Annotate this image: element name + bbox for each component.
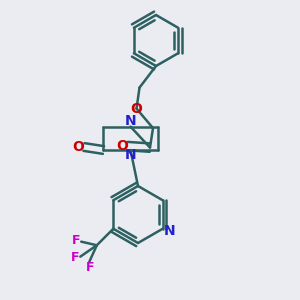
Text: N: N (164, 224, 175, 238)
Text: N: N (125, 114, 136, 128)
Text: O: O (116, 139, 128, 153)
Text: F: F (86, 261, 95, 274)
Text: O: O (130, 102, 142, 116)
Text: N: N (125, 148, 136, 162)
Text: O: O (73, 140, 85, 154)
Text: F: F (72, 234, 81, 247)
Text: F: F (71, 251, 80, 264)
